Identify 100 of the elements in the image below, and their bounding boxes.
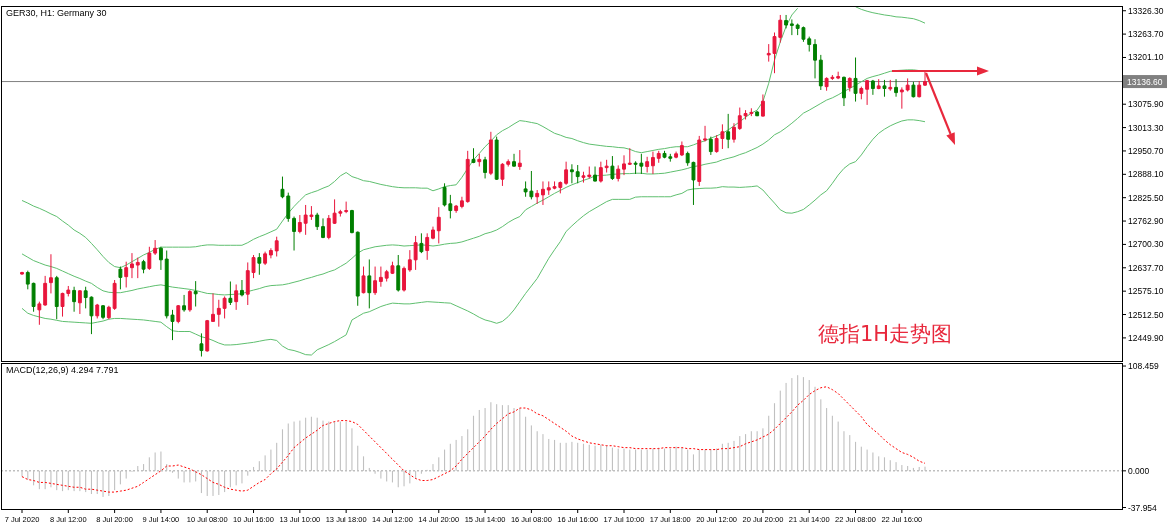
candlestick bbox=[118, 266, 123, 290]
candlestick bbox=[610, 155, 615, 181]
candlestick bbox=[419, 232, 424, 254]
candlestick bbox=[847, 76, 852, 92]
candlestick bbox=[888, 79, 893, 92]
candlestick bbox=[72, 286, 77, 313]
ref-line-label: 13136.60 bbox=[1127, 76, 1163, 87]
candlestick bbox=[755, 110, 760, 117]
candlestick bbox=[211, 292, 215, 322]
candlestick bbox=[355, 230, 360, 307]
candlestick bbox=[865, 79, 870, 106]
candlestick bbox=[37, 301, 42, 326]
y-tick-label: 12950.70 bbox=[1128, 145, 1164, 156]
candlestick bbox=[923, 71, 927, 87]
candlestick bbox=[894, 78, 898, 98]
candlestick bbox=[645, 156, 650, 173]
y-tick-label: 12575.10 bbox=[1128, 286, 1164, 297]
candlestick bbox=[228, 280, 233, 306]
candlestick bbox=[176, 304, 181, 324]
candlestick bbox=[205, 319, 210, 353]
candlestick bbox=[917, 80, 922, 98]
candlestick bbox=[760, 93, 765, 117]
candlestick bbox=[454, 204, 459, 214]
candlestick bbox=[604, 159, 609, 173]
candlestick bbox=[708, 136, 713, 156]
y-tick-label: 13201.10 bbox=[1128, 52, 1164, 63]
candlestick bbox=[622, 154, 626, 176]
candlestick bbox=[373, 266, 378, 296]
candlestick bbox=[141, 259, 146, 274]
candlestick bbox=[124, 261, 129, 288]
y-tick-label: 0.000 bbox=[1128, 465, 1150, 476]
candlestick bbox=[431, 226, 435, 240]
y-tick-label: 108.459 bbox=[1128, 361, 1159, 372]
candlestick bbox=[344, 201, 349, 214]
candlestick bbox=[488, 131, 493, 176]
annotation: 德指1H走势图 bbox=[817, 322, 953, 346]
candlestick bbox=[598, 161, 603, 184]
candlestick bbox=[396, 254, 401, 293]
candlestick bbox=[905, 77, 910, 92]
candlestick bbox=[535, 189, 540, 205]
candlestick bbox=[263, 251, 268, 266]
y-tick-label: 13326.30 bbox=[1128, 5, 1164, 16]
candlestick bbox=[292, 216, 296, 252]
candlestick bbox=[541, 180, 545, 206]
candlestick bbox=[147, 246, 152, 271]
candlestick bbox=[49, 253, 53, 294]
candlestick bbox=[836, 71, 841, 80]
y-tick-label: 13013.30 bbox=[1128, 122, 1164, 133]
y-tick-label: -37.954 bbox=[1128, 502, 1158, 513]
candlestick bbox=[459, 196, 464, 209]
candlestick bbox=[425, 232, 430, 261]
candlestick bbox=[77, 289, 82, 315]
candlestick bbox=[569, 163, 574, 184]
candlestick bbox=[361, 266, 366, 294]
candlestick bbox=[274, 236, 279, 257]
candlestick bbox=[101, 304, 105, 320]
candlestick bbox=[593, 166, 597, 182]
candlestick bbox=[199, 332, 204, 358]
candlestick bbox=[726, 113, 731, 149]
candlestick bbox=[789, 18, 794, 36]
y-tick-label: 12700.30 bbox=[1128, 239, 1164, 250]
candlestick bbox=[911, 81, 916, 98]
candlestick bbox=[483, 156, 488, 179]
candlestick bbox=[234, 283, 239, 311]
candlestick bbox=[436, 206, 441, 244]
candlestick bbox=[703, 125, 707, 142]
candlestick bbox=[402, 266, 406, 293]
candlestick bbox=[656, 150, 661, 164]
candlestick bbox=[853, 57, 858, 103]
candlestick bbox=[679, 141, 684, 157]
candlestick bbox=[882, 79, 887, 98]
candlestick bbox=[651, 151, 655, 175]
candlestick bbox=[95, 303, 100, 319]
candlestick bbox=[564, 161, 569, 186]
candlestick bbox=[517, 149, 522, 171]
candlestick bbox=[674, 151, 679, 159]
candlestick bbox=[153, 239, 158, 256]
candlestick bbox=[465, 150, 470, 204]
chart-title: GER30, H1: Germany 30 bbox=[6, 8, 107, 18]
chart-title: MACD(12,26,9) 4.294 7.791 bbox=[6, 365, 119, 375]
candlestick bbox=[158, 246, 163, 271]
y-tick-label: 12449.90 bbox=[1128, 332, 1164, 343]
y-tick-label: 12637.70 bbox=[1128, 262, 1164, 273]
candlestick bbox=[367, 258, 372, 309]
candlestick bbox=[182, 294, 187, 313]
candlestick bbox=[813, 38, 817, 79]
candlestick bbox=[876, 78, 881, 90]
candlestick bbox=[899, 86, 904, 110]
y-tick-label: 12825.50 bbox=[1128, 192, 1164, 203]
candlestick bbox=[321, 217, 325, 239]
candlestick bbox=[268, 247, 273, 259]
candlestick bbox=[43, 275, 48, 307]
candlestick bbox=[494, 136, 499, 181]
candlestick bbox=[315, 212, 320, 231]
candlestick bbox=[870, 79, 875, 96]
candlestick bbox=[818, 54, 823, 91]
candlestick bbox=[187, 289, 192, 313]
candlestick bbox=[135, 257, 140, 279]
candlestick bbox=[575, 164, 580, 184]
candlestick bbox=[54, 275, 59, 320]
